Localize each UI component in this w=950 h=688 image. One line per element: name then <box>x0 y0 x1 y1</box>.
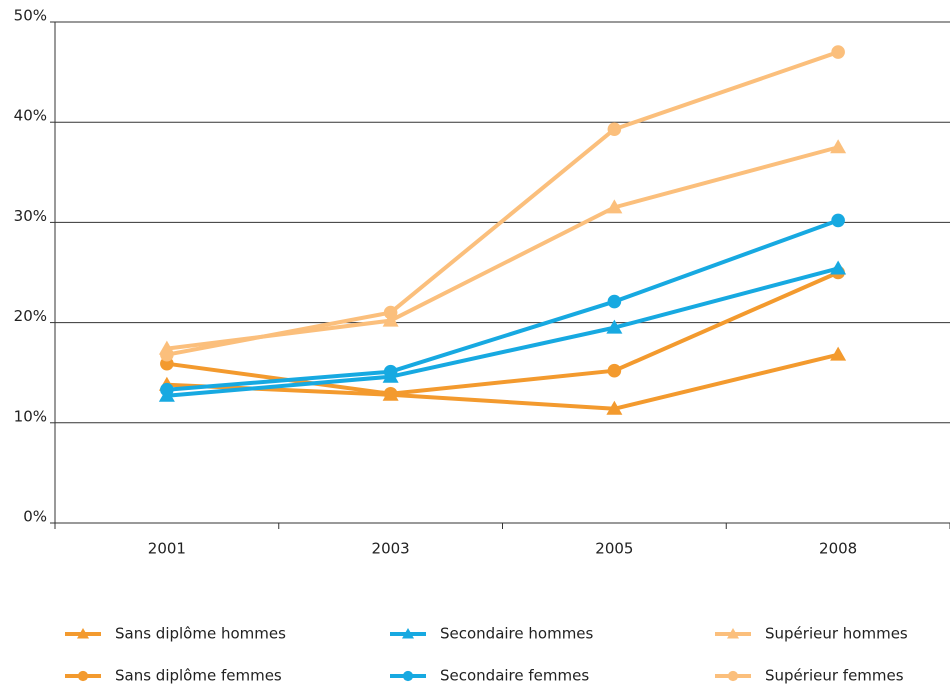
marker <box>382 312 399 327</box>
y-tick-label: 10% <box>14 407 47 425</box>
marker <box>77 670 89 682</box>
marker <box>831 45 845 59</box>
marker <box>727 670 739 682</box>
series-line <box>166 218 839 392</box>
marker <box>830 139 847 154</box>
marker <box>402 670 414 682</box>
marker <box>383 364 398 379</box>
series-line <box>166 352 839 411</box>
marker <box>383 386 398 401</box>
series-line <box>166 270 839 396</box>
x-tick-label: 2003 <box>372 540 410 558</box>
x-tick-label: 2008 <box>819 540 857 558</box>
marker <box>402 628 414 639</box>
legend-label: Secondaire hommes <box>440 625 594 643</box>
x-tick-label: 2001 <box>148 540 186 558</box>
marker <box>607 294 622 309</box>
y-tick-label: 20% <box>14 307 47 325</box>
legend-label: Secondaire femmes <box>440 667 589 685</box>
marker <box>160 347 174 362</box>
marker <box>831 213 845 228</box>
y-tick-label: 40% <box>14 107 47 125</box>
legend-label: Sans diplôme femmes <box>115 667 282 685</box>
legend-label: Sans diplôme hommes <box>115 625 286 643</box>
marker <box>727 628 739 639</box>
legend-label: Supérieur femmes <box>765 667 904 685</box>
marker <box>160 382 174 397</box>
legend-label: Supérieur hommes <box>765 625 908 643</box>
y-tick-label: 50% <box>14 7 47 25</box>
marker <box>607 122 622 137</box>
marker <box>606 400 623 415</box>
y-tick-label: 30% <box>14 207 47 225</box>
x-tick-label: 2005 <box>595 540 633 558</box>
series-line <box>166 266 839 398</box>
marker <box>606 199 623 214</box>
marker <box>383 305 398 320</box>
marker <box>606 319 623 334</box>
marker <box>77 628 89 639</box>
marker <box>830 346 847 361</box>
marker <box>830 260 847 275</box>
y-tick-label: 0% <box>23 508 47 526</box>
series-line <box>166 50 839 357</box>
marker <box>607 363 622 378</box>
